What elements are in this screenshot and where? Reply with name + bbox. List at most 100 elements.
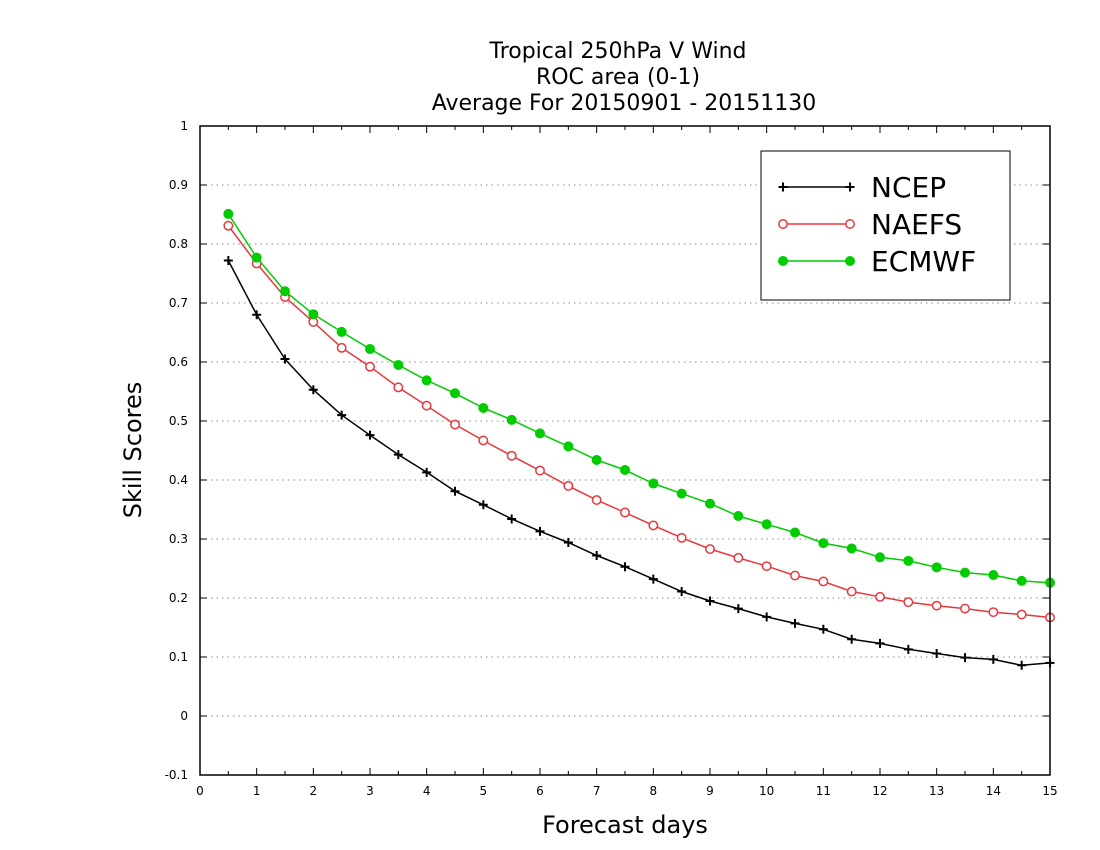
ecmwf-data-point <box>931 562 942 573</box>
y-tick-label: 0 <box>180 709 188 723</box>
title-line-1: Tropical 250hPa V Wind <box>488 39 746 64</box>
series-plot <box>223 208 1055 670</box>
legend-entry-naefs: NAEFS <box>778 208 962 241</box>
ecmwf-data-point <box>875 552 885 563</box>
legend-marker <box>778 182 788 192</box>
naefs-data-point <box>960 603 970 614</box>
x-tick-label: 11 <box>816 784 831 798</box>
naefs-data-point <box>450 419 460 430</box>
ncep-data-point <box>1017 660 1027 670</box>
x-tick-label: 12 <box>872 784 887 798</box>
ncep-data-point <box>903 644 913 654</box>
legend-entry-ncep: NCEP <box>778 171 946 204</box>
naefs-data-point <box>875 591 885 602</box>
ncep-data-point <box>450 486 460 496</box>
y-tick-label: 0.1 <box>169 650 188 664</box>
ecmwf-data-point <box>506 414 517 425</box>
ecmwf-data-point <box>308 309 319 320</box>
series-ncep <box>223 256 1055 670</box>
naefs-data-point <box>591 495 602 506</box>
ncep-data-point <box>280 354 290 364</box>
ncep-data-point <box>790 618 800 628</box>
ecmwf-data-point <box>365 344 375 355</box>
y-tick-label: 0.9 <box>169 178 188 192</box>
x-tick-label: 2 <box>310 784 318 798</box>
naefs-data-point <box>223 220 234 231</box>
ncep-data-point <box>960 653 970 663</box>
ecmwf-data-point <box>960 567 970 578</box>
legend-marker <box>845 182 855 192</box>
ecmwf-data-point <box>903 555 914 566</box>
y-tick-label: 0.7 <box>169 296 188 310</box>
legend-label: NAEFS <box>871 208 962 241</box>
x-tick-label: 6 <box>536 784 544 798</box>
ecmwf-data-point <box>280 286 290 297</box>
ecmwf-data-point <box>223 208 234 219</box>
ecmwf-data-point <box>620 464 630 475</box>
plot-area-frame <box>199 125 1051 776</box>
ncep-data-point <box>337 410 347 420</box>
title-line-2: ROC area (0-1) <box>536 65 700 90</box>
ncep-data-point <box>563 538 573 548</box>
naefs-data-point <box>931 600 942 611</box>
naefs-data-point <box>733 552 744 563</box>
ecmwf-data-point <box>733 510 744 521</box>
naefs-data-point <box>336 342 347 353</box>
ncep-data-point <box>988 654 998 664</box>
chart-title: Tropical 250hPa V Wind ROC area (0-1) Av… <box>432 39 817 116</box>
naefs-data-point <box>705 544 715 554</box>
x-tick-label: 8 <box>650 784 658 798</box>
ecmwf-data-point <box>761 519 772 530</box>
legend-marker <box>778 256 788 266</box>
naefs-data-point <box>903 597 914 608</box>
y-tick-label: 0.2 <box>169 591 188 605</box>
x-tick-label: 1 <box>253 784 261 798</box>
ncep-data-point <box>733 604 743 614</box>
x-tick-label: 7 <box>593 784 601 798</box>
legend-marker <box>845 219 855 229</box>
ecmwf-data-point <box>563 441 574 452</box>
ncep-data-point <box>705 596 715 606</box>
ncep-data-point <box>252 310 262 320</box>
ecmwf-data-point <box>336 326 347 337</box>
naefs-data-point <box>676 532 687 543</box>
ncep-data-point <box>762 612 772 622</box>
y-tick-label: 1 <box>180 119 188 133</box>
ncep-data-point <box>932 648 942 658</box>
ecmwf-data-point <box>421 375 432 386</box>
ncep-data-point <box>478 500 488 510</box>
grid-lines <box>200 184 1050 717</box>
ncep-data-point <box>223 256 233 266</box>
legend-label: ECMWF <box>871 245 976 278</box>
title-line-3: Average For 20150901 - 20151130 <box>432 91 817 116</box>
y-tick-label: 0.4 <box>169 473 188 487</box>
x-tick-label: 14 <box>986 784 1001 798</box>
legend-box <box>760 150 1011 301</box>
x-tick-label: 10 <box>759 784 774 798</box>
x-tick-label: 3 <box>366 784 374 798</box>
ncep-data-point <box>308 385 318 395</box>
y-tick-label: 0.5 <box>169 414 188 428</box>
ncep-data-point <box>677 587 687 597</box>
x-tick-label: 15 <box>1042 784 1057 798</box>
ecmwf-data-point <box>648 478 659 489</box>
ecmwf-data-point <box>988 569 999 580</box>
x-tick-label: 4 <box>423 784 431 798</box>
naefs-data-point <box>365 361 375 372</box>
x-axis-label: Forecast days <box>542 811 708 839</box>
y-tick-label: -0.1 <box>165 768 188 782</box>
ncep-data-point <box>535 526 545 536</box>
ecmwf-data-point <box>535 428 545 439</box>
naefs-data-point <box>648 520 659 531</box>
ncep-data-point <box>422 467 432 477</box>
ncep-data-point <box>592 551 602 561</box>
ecmwf-data-point <box>705 498 715 509</box>
ecmwf-data-point <box>393 359 404 370</box>
legend-marker <box>778 219 788 229</box>
naefs-data-point <box>478 435 489 446</box>
ecmwf-data-point <box>676 488 687 499</box>
naefs-data-point <box>393 382 404 393</box>
naefs-data-point <box>761 561 772 572</box>
y-tick-label: 0.6 <box>169 355 188 369</box>
